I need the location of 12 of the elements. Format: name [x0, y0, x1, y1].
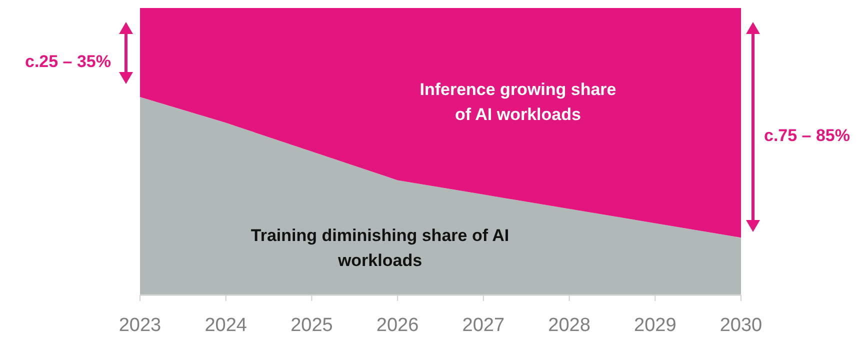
- x-tick-label: 2027: [462, 315, 505, 336]
- text: c.75 – 85%: [764, 126, 850, 145]
- x-tick-label: 2025: [290, 315, 333, 336]
- text: c.25 – 35%: [24, 52, 112, 71]
- x-tick-label: 2026: [376, 315, 419, 336]
- x-tick-label: 2023: [118, 315, 162, 336]
- x-tick-label: 2029: [634, 315, 676, 336]
- x-tick-label: 2030: [720, 315, 762, 336]
- series-label: Inference growing share of AI workloads: [420, 80, 616, 124]
- x-tick-label: 2024: [204, 315, 248, 336]
- x-tick-label: 2028: [548, 315, 590, 336]
- series-label: Training diminishing share of AI workloads: [250, 226, 510, 270]
